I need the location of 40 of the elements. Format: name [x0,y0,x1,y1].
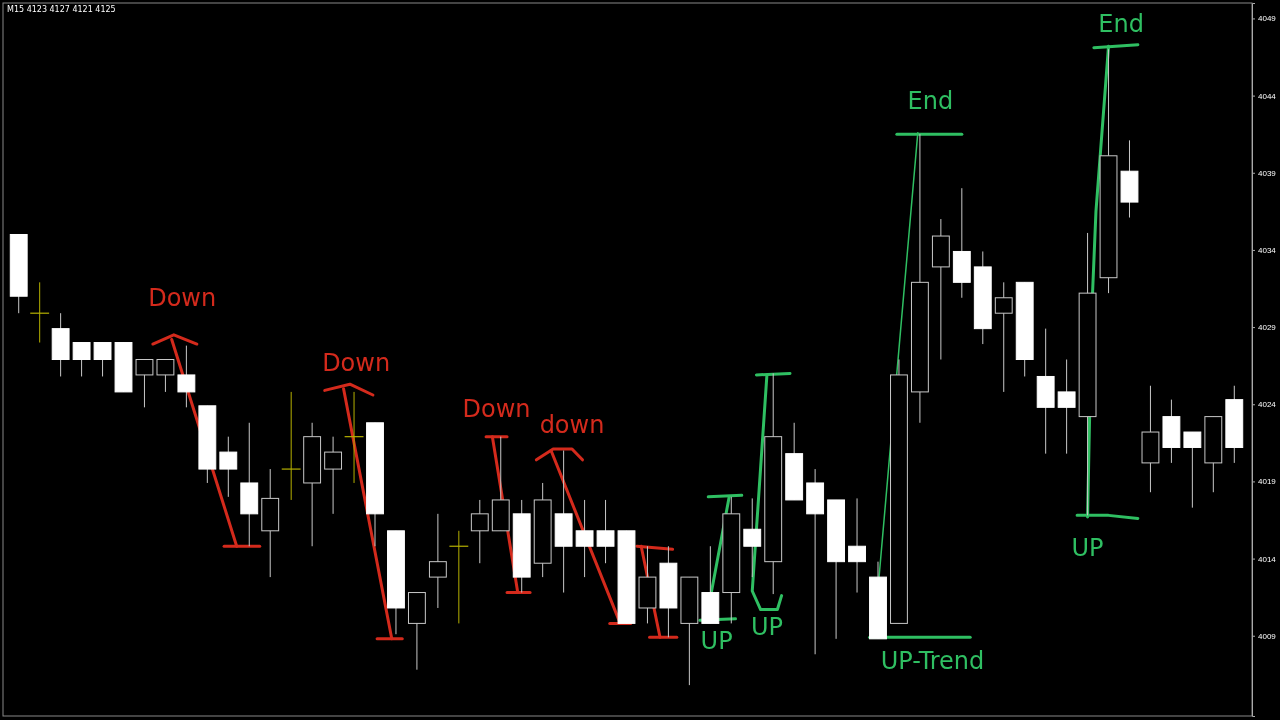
annotation: Down [322,349,391,378]
candlestick [177,345,196,408]
annotation: UP [750,613,783,642]
candlestick [448,530,469,624]
candlestick [219,436,238,498]
candlestick [324,436,343,515]
y-tick-label: 4029 [1258,323,1277,333]
chart-title: M15 4123 4127 4121 4125 [7,5,116,14]
candlestick [72,342,91,377]
candlestick [428,513,447,609]
candlestick [344,391,365,484]
y-tick-label: 4034 [1258,245,1277,255]
candlestick [1057,359,1076,455]
candlestick [1183,431,1202,509]
candlestick [470,499,489,564]
candlestick [93,342,112,377]
candlestick [596,499,615,564]
y-tick-label: 4024 [1258,400,1277,410]
y-tick-label: 4049 [1258,14,1277,24]
y-tick-label: 4014 [1258,554,1277,564]
candlestick [29,281,50,344]
annotation: UP [700,626,733,655]
annotation: UP-Trend [880,646,985,675]
y-tick-label: 4009 [1258,631,1277,641]
annotation: End [1098,9,1144,38]
candlestick [156,359,175,393]
annotation: down [539,410,605,439]
y-tick-label: 4044 [1258,91,1277,101]
candlestick [848,497,866,594]
y-tick-label: 4019 [1258,477,1277,487]
candlestick [281,391,302,501]
candlestick [743,497,762,578]
annotation: Down [148,284,217,313]
annotation: UP [1071,534,1104,563]
annotation: End [907,86,954,115]
y-tick-label: 4039 [1258,168,1277,178]
candlestick [135,359,154,408]
candlestick [575,499,594,578]
annotation: Down [462,395,531,424]
candlestick [994,281,1013,393]
